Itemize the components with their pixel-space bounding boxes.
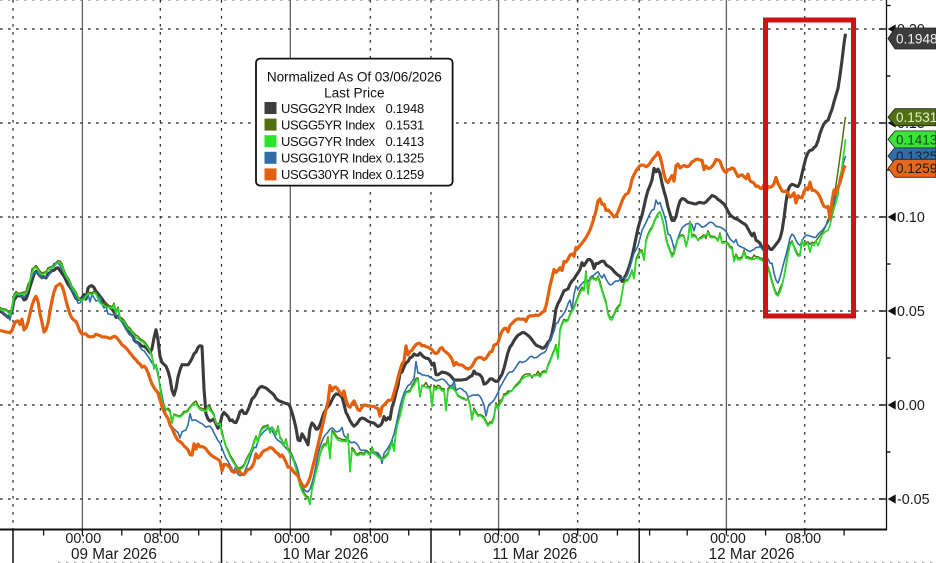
svg-text:0.1413: 0.1413: [896, 132, 936, 147]
svg-text:0.1325: 0.1325: [385, 151, 424, 166]
svg-text:08:00: 08:00: [144, 531, 180, 547]
svg-text:11 Mar 2026: 11 Mar 2026: [493, 546, 578, 563]
svg-text:0.1259: 0.1259: [385, 167, 424, 182]
svg-text:00:00: 00:00: [274, 531, 310, 547]
svg-text:10 Mar 2026: 10 Mar 2026: [282, 546, 368, 563]
svg-text:0.1948: 0.1948: [385, 101, 424, 116]
svg-text:Normalized As Of 03/06/2026: Normalized As Of 03/06/2026: [267, 70, 442, 85]
svg-text:USGG2YR Index: USGG2YR Index: [281, 101, 376, 116]
svg-text:0.05: 0.05: [897, 304, 925, 320]
svg-text:00:00: 00:00: [710, 531, 746, 547]
svg-text:08:00: 08:00: [785, 531, 821, 547]
svg-text:0.00: 0.00: [897, 398, 925, 414]
svg-text:00:00: 00:00: [65, 531, 101, 547]
svg-text:08:00: 08:00: [353, 531, 389, 547]
svg-text:Last Price: Last Price: [324, 86, 384, 101]
svg-text:0.1531: 0.1531: [385, 117, 424, 132]
svg-text:-0.05: -0.05: [897, 492, 930, 508]
svg-text:08:00: 08:00: [562, 531, 598, 547]
svg-text:0.1948: 0.1948: [896, 31, 936, 46]
svg-text:USGG10YR Index: USGG10YR Index: [281, 151, 383, 166]
svg-text:0.10: 0.10: [897, 210, 925, 226]
svg-text:0.1413: 0.1413: [385, 134, 424, 149]
svg-text:0.1531: 0.1531: [896, 110, 936, 125]
svg-text:USGG30YR Index: USGG30YR Index: [281, 167, 383, 182]
svg-text:09 Mar 2026: 09 Mar 2026: [71, 546, 157, 563]
svg-text:00:00: 00:00: [484, 531, 520, 547]
svg-text:12 Mar 2026: 12 Mar 2026: [709, 546, 795, 563]
svg-text:USGG7YR Index: USGG7YR Index: [281, 134, 376, 149]
svg-text:USGG5YR Index: USGG5YR Index: [281, 117, 376, 132]
svg-text:0.1259: 0.1259: [896, 161, 936, 176]
